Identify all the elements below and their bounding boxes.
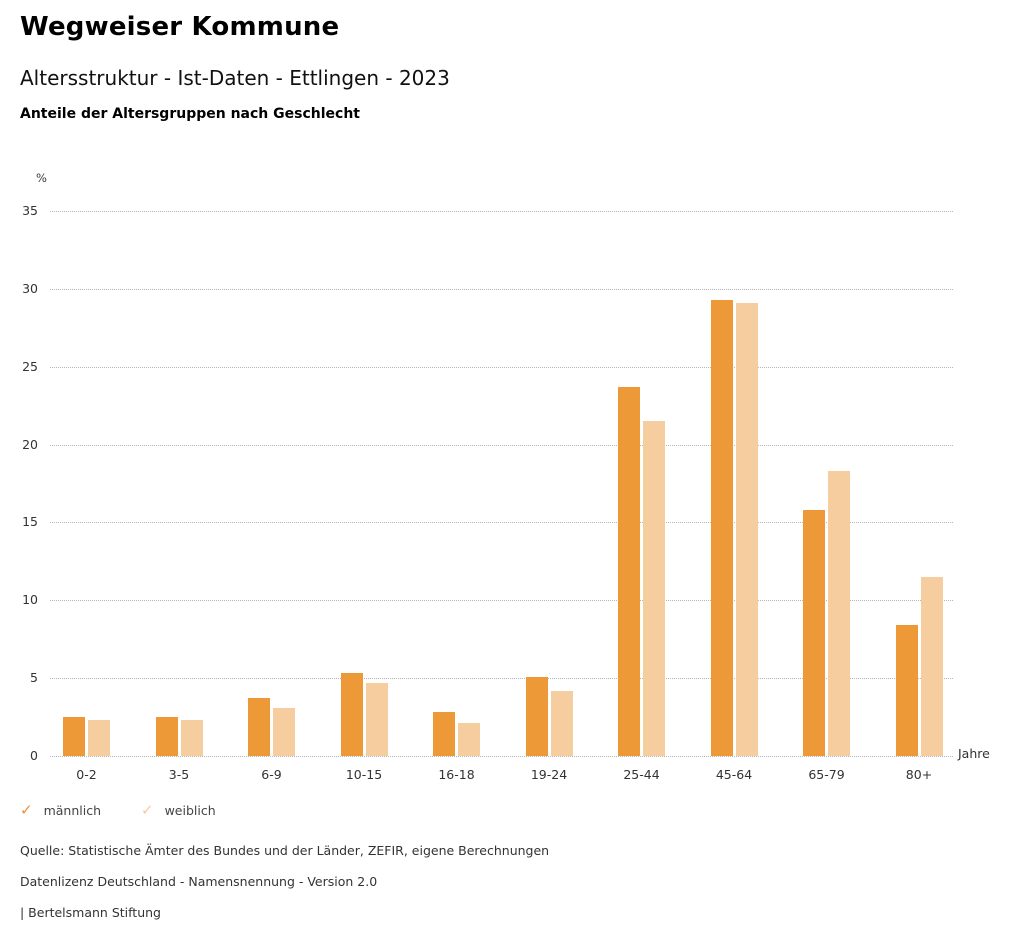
gridline: [50, 288, 953, 290]
gridline: [50, 678, 953, 680]
bar-maennlich-45-64[interactable]: [710, 299, 733, 756]
bar-maennlich-16-18[interactable]: [433, 712, 455, 756]
legend-label: männlich: [43, 802, 101, 818]
bar-maennlich-25-44[interactable]: [618, 386, 640, 756]
x-tick-label: 3-5: [168, 767, 190, 782]
gridline: [50, 211, 953, 212]
x-tick-label: 19-24: [530, 767, 568, 782]
x-tick-label: 0-2: [76, 767, 97, 782]
bar-maennlich-0-2[interactable]: [63, 717, 85, 756]
bar-weiblich-16-18[interactable]: [458, 723, 480, 756]
gridline: [50, 444, 953, 446]
y-tick-label: 35: [22, 203, 38, 218]
bar-weiblich-45-64[interactable]: [735, 302, 758, 756]
y-tick-label: 0: [30, 748, 38, 763]
bar-weiblich-25-44[interactable]: [643, 421, 665, 756]
x-tick-label: 65-79: [808, 767, 845, 782]
y-tick-label: 15: [22, 514, 38, 530]
gridline: [50, 366, 953, 368]
check-icon: ✓: [20, 801, 33, 819]
gridline: [50, 756, 953, 757]
chart-heading: Anteile der Altersgruppen nach Geschlech…: [20, 106, 360, 122]
license-text: Datenlizenz Deutschland - Namensnennung …: [20, 874, 378, 889]
x-tick-label: 80+: [905, 767, 933, 782]
y-tick-label: 30: [22, 280, 38, 296]
bar-weiblich-10-15[interactable]: [365, 682, 388, 756]
bar-maennlich-10-15[interactable]: [340, 673, 363, 756]
x-tick-label: 25-44: [623, 767, 660, 782]
gridline: [50, 522, 953, 524]
chart-footer: Quelle: Statistische Ämter des Bundes un…: [20, 843, 549, 936]
bar-maennlich-3-5[interactable]: [155, 717, 178, 756]
y-tick-label: 10: [22, 592, 38, 608]
bar-weiblich-80+[interactable]: [920, 576, 943, 756]
bar-maennlich-6-9[interactable]: [248, 698, 270, 756]
x-axis-unit-label: Jahre: [958, 746, 990, 761]
x-tick-label: 6-9: [261, 767, 282, 782]
x-tick-label: 16-18: [438, 767, 475, 782]
y-tick-label: 5: [30, 670, 38, 686]
bar-maennlich-80+[interactable]: [895, 625, 918, 756]
bar-maennlich-19-24[interactable]: [525, 676, 548, 756]
chart-legend: ✓ männlich ✓ weiblich: [20, 802, 216, 818]
legend-label: weiblich: [164, 802, 216, 818]
bar-weiblich-19-24[interactable]: [550, 690, 573, 756]
x-tick-label: 10-15: [345, 767, 383, 782]
bar-maennlich-65-79[interactable]: [803, 509, 825, 756]
source-text: Quelle: Statistische Ämter des Bundes un…: [20, 843, 550, 858]
plot-area: [50, 211, 953, 757]
bar-weiblich-3-5[interactable]: [180, 720, 203, 756]
legend-item-weiblich[interactable]: ✓ weiblich: [141, 802, 216, 818]
check-icon: ✓: [141, 801, 154, 819]
attribution-text: | Bertelsmann Stiftung: [20, 905, 161, 920]
chart-subtitle: Altersstruktur - Ist-Daten - Ettlingen -…: [20, 66, 450, 90]
legend-item-maennlich[interactable]: ✓ männlich: [20, 802, 101, 818]
y-axis-unit-label: %: [36, 171, 47, 185]
bar-weiblich-6-9[interactable]: [273, 707, 295, 756]
page-title: Wegweiser Kommune: [20, 12, 340, 42]
y-tick-label: 20: [22, 436, 38, 452]
y-tick-label: 25: [22, 358, 38, 374]
bar-weiblich-0-2[interactable]: [88, 720, 110, 756]
x-tick-label: 45-64: [715, 767, 753, 782]
bar-weiblich-65-79[interactable]: [828, 471, 850, 756]
gridline: [50, 600, 953, 602]
